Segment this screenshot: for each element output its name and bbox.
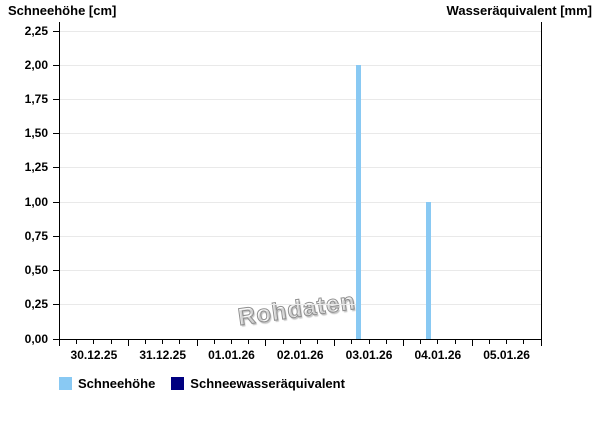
x-major-tick	[471, 339, 473, 346]
y-tick-label: 1,25	[24, 160, 48, 175]
x-tick-label: 01.01.26	[208, 348, 255, 362]
y-gridline	[59, 201, 541, 203]
x-minor-tick	[420, 339, 422, 344]
x-major-tick	[402, 339, 404, 346]
y-gridline	[59, 133, 541, 135]
y-tick-mark	[52, 304, 60, 306]
y-tick-label: 1,00	[24, 194, 48, 209]
left-y-axis-line	[59, 21, 60, 339]
x-minor-tick	[144, 339, 146, 344]
y-tick-label: 0,00	[24, 331, 48, 346]
x-minor-tick	[179, 339, 181, 344]
y-tick-mark	[52, 235, 60, 237]
y-tick-label: 0,50	[24, 263, 48, 278]
x-minor-tick	[351, 339, 353, 344]
y-gridline	[59, 98, 541, 100]
y-gridline	[59, 167, 541, 169]
x-minor-tick	[385, 339, 387, 344]
y-tick-mark	[52, 338, 60, 340]
x-tick-label: 03.01.26	[345, 348, 393, 362]
y-tick-label: 2,25	[24, 23, 48, 38]
y-tick-mark	[52, 30, 60, 32]
y-gridline	[59, 30, 541, 32]
y-tick-label: 1,50	[24, 126, 48, 141]
x-major-tick	[59, 339, 60, 346]
legend-item-schneewasseraequivalent[interactable]: Schneewasseräquivalent	[171, 376, 345, 391]
y-tick-mark	[52, 133, 60, 135]
left-axis-title: Schneehöhe [cm]	[8, 3, 117, 18]
legend-swatch-schneewasseraequivalent	[171, 377, 185, 390]
watermark: Rohdaten	[236, 287, 358, 332]
x-minor-tick	[437, 339, 439, 344]
x-minor-tick	[162, 339, 164, 344]
y-gridline	[59, 304, 541, 306]
bar-schneehöhe[interactable]	[425, 202, 431, 339]
y-tick-mark	[52, 98, 60, 100]
y-tick-label: 2,00	[24, 57, 48, 72]
x-minor-tick	[93, 339, 95, 344]
y-gridline	[59, 64, 541, 66]
x-minor-tick	[523, 339, 525, 344]
x-minor-tick	[454, 339, 456, 344]
legend-item-schneehoehe[interactable]: Schneehöhe	[59, 376, 155, 391]
x-minor-tick	[213, 339, 215, 344]
x-tick-label: 05.01.26	[483, 348, 530, 362]
legend: Schneehöhe Schneewasseräquivalent	[59, 376, 345, 391]
y-tick-mark	[52, 64, 60, 66]
y-gridline	[59, 235, 541, 237]
x-tick-label: 02.01.26	[276, 348, 324, 362]
x-minor-tick	[248, 339, 250, 344]
x-tick-label: 30.12.25	[70, 348, 118, 362]
x-major-tick	[196, 339, 198, 346]
y-tick-mark	[52, 167, 60, 169]
right-axis-title: Wasseräquivalent [mm]	[446, 3, 592, 18]
x-tick-label: 31.12.25	[139, 348, 187, 362]
y-tick-mark	[52, 270, 60, 272]
y-tick-label: 1,75	[24, 91, 48, 106]
x-minor-tick	[110, 339, 112, 344]
y-tick-label: 0,75	[24, 228, 48, 243]
y-gridline	[59, 270, 541, 272]
x-minor-tick	[368, 339, 370, 344]
right-y-axis-line	[540, 21, 542, 339]
x-tick-label: 04.01.26	[414, 348, 462, 362]
bar-schneehöhe[interactable]	[356, 65, 362, 339]
legend-label-schneehoehe: Schneehöhe	[78, 376, 156, 391]
y-tick-label: 0,25	[24, 297, 48, 312]
x-minor-tick	[316, 339, 318, 344]
x-minor-tick	[488, 339, 490, 344]
x-major-tick	[334, 339, 336, 346]
x-major-tick	[540, 339, 542, 346]
x-minor-tick	[299, 339, 301, 344]
y-tick-mark	[52, 201, 60, 203]
x-axis-line	[59, 338, 542, 340]
legend-label-schneewasseraequivalent: Schneewasseräquivalent	[190, 376, 345, 391]
x-minor-tick	[76, 339, 78, 344]
x-major-tick	[127, 339, 129, 346]
x-minor-tick	[506, 339, 508, 344]
legend-swatch-schneehoehe	[59, 377, 72, 390]
x-major-tick	[265, 339, 267, 346]
x-minor-tick	[282, 339, 284, 344]
x-minor-tick	[230, 339, 232, 344]
